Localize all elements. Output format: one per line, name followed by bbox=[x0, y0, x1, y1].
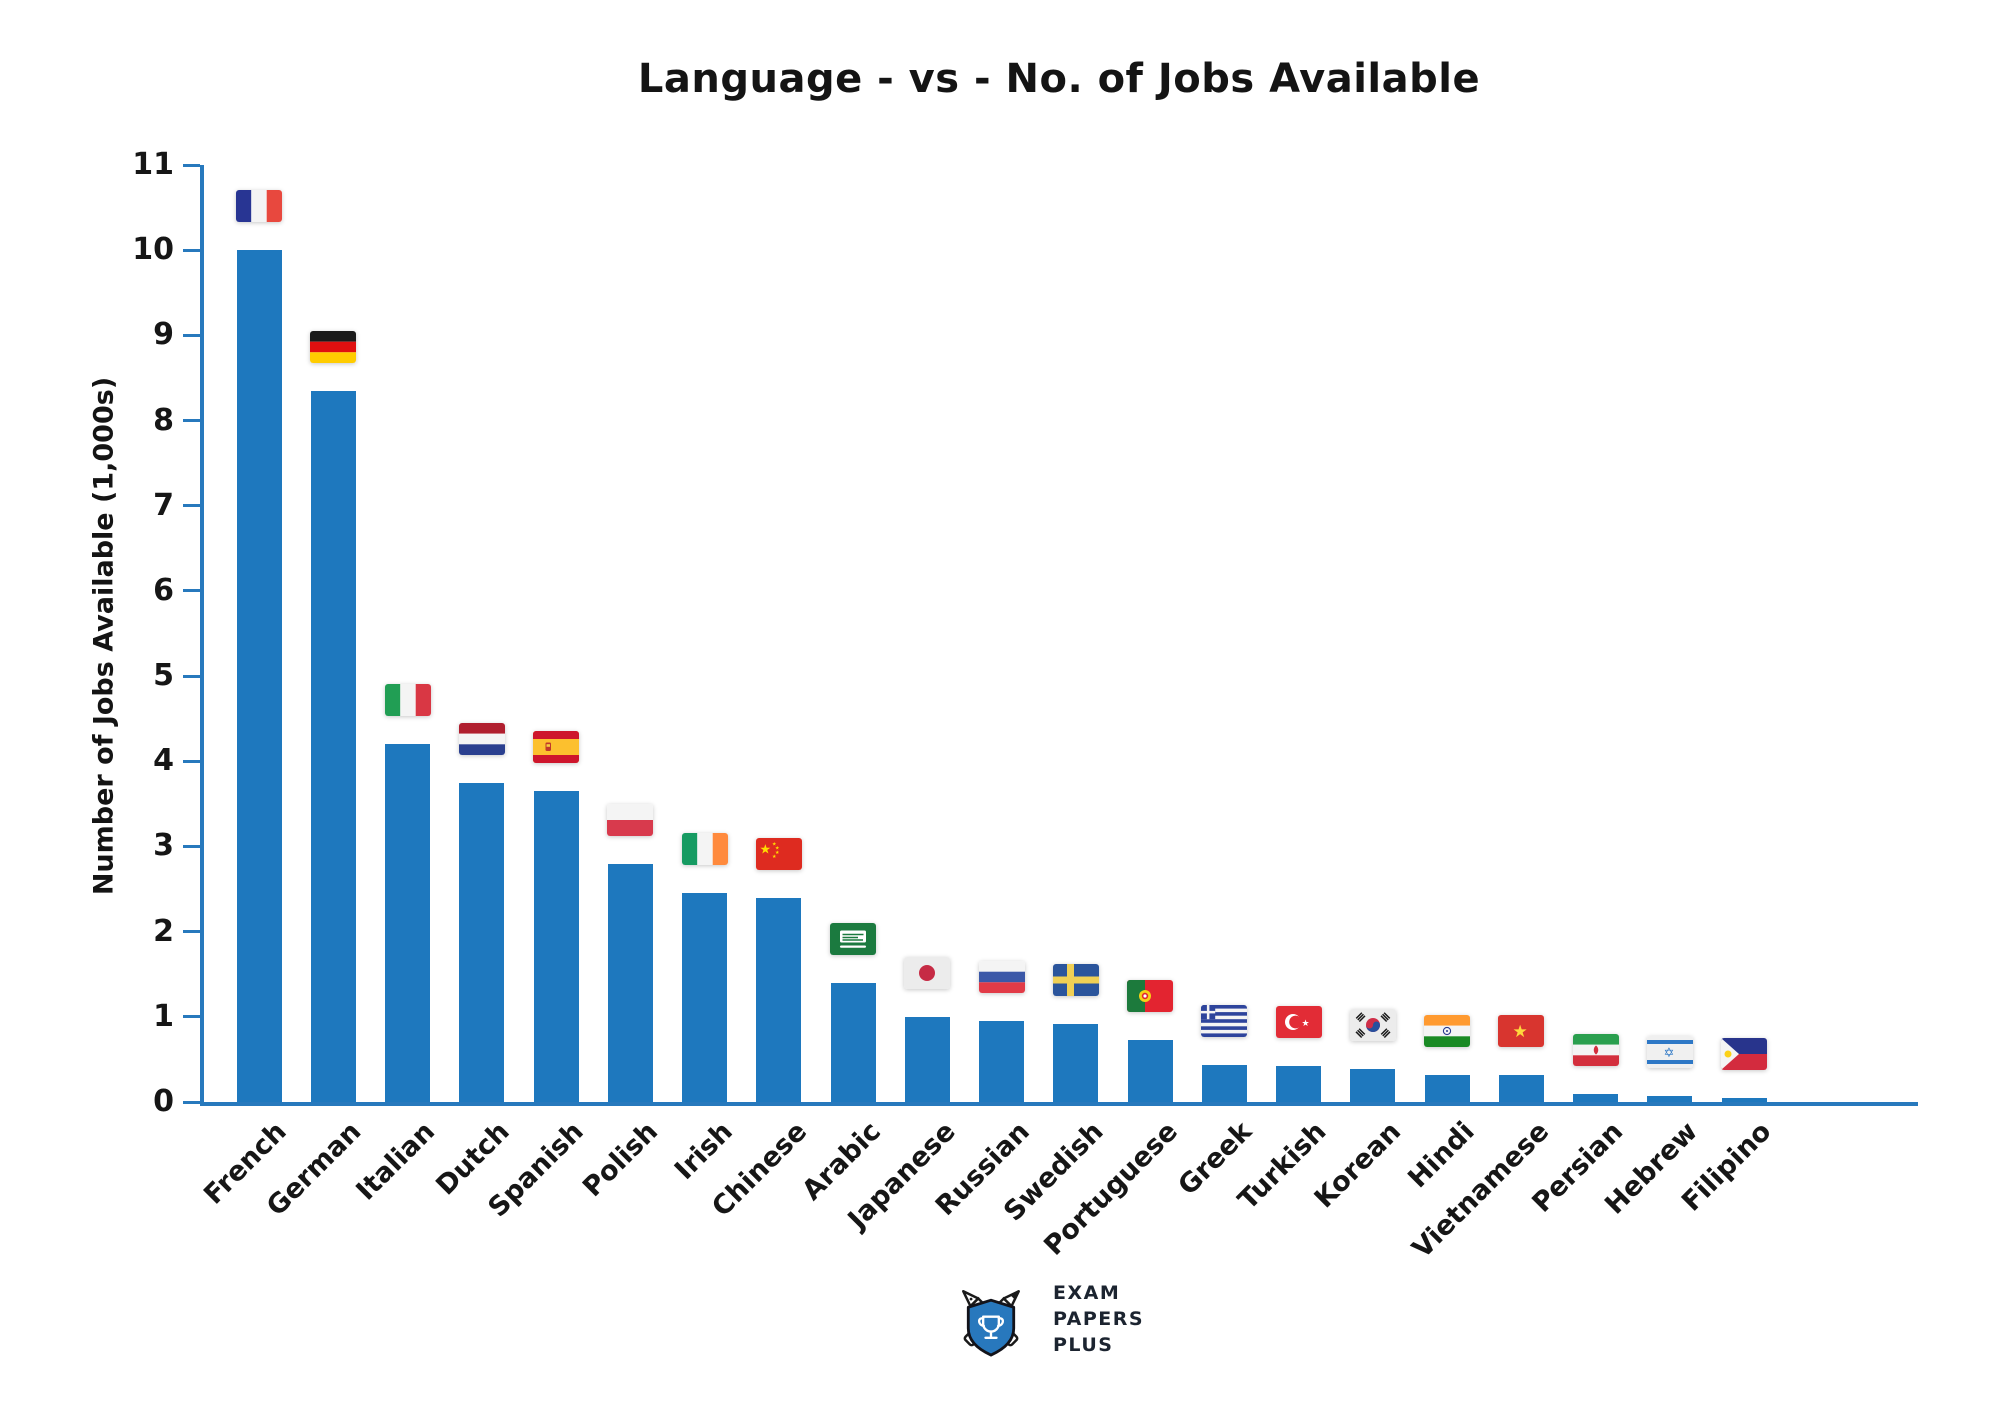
bar-italian bbox=[385, 744, 430, 1102]
y-tick-label: 10 bbox=[132, 232, 174, 268]
flag-icon-poland bbox=[607, 803, 654, 836]
logo-text-line: EXAM bbox=[1053, 1282, 1121, 1304]
x-tick-label-irish: Irish bbox=[668, 1116, 739, 1186]
y-tick-mark bbox=[183, 163, 200, 167]
flag-icon-spain bbox=[533, 731, 579, 764]
flag-icon-turkey: ★ bbox=[1275, 1006, 1322, 1039]
svg-text:★: ★ bbox=[1301, 1019, 1309, 1029]
y-tick-label: 1 bbox=[153, 998, 174, 1034]
chart-title: Language - vs - No. of Jobs Available bbox=[637, 56, 1481, 102]
svg-text:★: ★ bbox=[772, 854, 777, 860]
flag-icon-france bbox=[236, 190, 282, 223]
flag-icon-south-korea bbox=[1349, 1008, 1396, 1041]
y-tick-mark bbox=[183, 1100, 200, 1104]
flag-icon-greece bbox=[1201, 1005, 1248, 1038]
y-tick-mark bbox=[183, 1015, 200, 1019]
bar-hebrew bbox=[1647, 1096, 1693, 1102]
bar-filipino bbox=[1721, 1097, 1767, 1102]
flag-icon-italy bbox=[384, 684, 431, 717]
y-tick-label: 3 bbox=[153, 828, 174, 864]
bar-polish bbox=[607, 863, 653, 1102]
flag-icon-russia bbox=[978, 961, 1025, 994]
bar-french bbox=[236, 250, 282, 1102]
bar-swedish bbox=[1053, 1023, 1099, 1102]
svg-text:★: ★ bbox=[772, 841, 777, 847]
bar-russian bbox=[979, 1021, 1024, 1102]
bar-arabic bbox=[830, 982, 876, 1102]
bar-korean bbox=[1350, 1068, 1396, 1102]
y-tick-label: 0 bbox=[153, 1084, 174, 1119]
bar-japanese bbox=[904, 1016, 950, 1102]
bar-portuguese bbox=[1127, 1039, 1173, 1102]
y-tick-mark bbox=[183, 419, 200, 423]
flag-icon-iran bbox=[1572, 1034, 1619, 1067]
y-tick-label: 8 bbox=[153, 402, 174, 438]
flag-icon-saudi-arabia bbox=[830, 922, 876, 955]
bar-greek bbox=[1201, 1065, 1247, 1102]
logo-text-line: PLUS bbox=[1053, 1334, 1114, 1356]
bar-turkish bbox=[1276, 1066, 1321, 1102]
flag-icon-china: ★ ★ ★ ★ ★ bbox=[755, 837, 802, 870]
bar-irish bbox=[682, 893, 727, 1102]
y-tick-mark bbox=[183, 333, 200, 337]
x-tick-label-portuguese: Portuguese bbox=[1038, 1116, 1184, 1262]
y-tick-label: 6 bbox=[153, 572, 174, 608]
y-tick-label: 4 bbox=[153, 743, 174, 779]
flag-icon-sweden bbox=[1052, 963, 1099, 996]
logo-text-line: PAPERS bbox=[1053, 1308, 1145, 1330]
exam-papers-plus-logo-text: EXAM PAPERS PLUS bbox=[1053, 1280, 1144, 1358]
svg-text:★: ★ bbox=[775, 845, 780, 851]
bar-vietnamese bbox=[1498, 1074, 1544, 1102]
svg-text:✡: ✡ bbox=[1663, 1046, 1674, 1061]
y-tick-label: 9 bbox=[153, 317, 174, 353]
y-tick-mark bbox=[183, 844, 200, 848]
y-tick-mark bbox=[183, 930, 200, 934]
svg-text:★: ★ bbox=[759, 842, 771, 857]
svg-text:★: ★ bbox=[775, 850, 780, 856]
y-tick-mark bbox=[183, 759, 200, 763]
y-tick-label: 7 bbox=[153, 487, 174, 523]
flag-icon-philippines bbox=[1721, 1037, 1767, 1070]
bar-dutch bbox=[459, 782, 505, 1102]
x-tick-label-polish: Polish bbox=[577, 1116, 665, 1204]
y-tick-mark bbox=[183, 504, 200, 508]
bar-persian bbox=[1573, 1094, 1618, 1102]
y-tick-label: 2 bbox=[153, 913, 174, 949]
x-axis-line bbox=[200, 1102, 1918, 1106]
svg-text:★: ★ bbox=[1513, 1022, 1528, 1042]
flag-icon-israel: ✡ bbox=[1646, 1036, 1693, 1069]
exam-papers-plus-logo-icon bbox=[962, 1290, 1020, 1357]
flag-icon-india bbox=[1424, 1014, 1470, 1047]
bar-spanish bbox=[533, 791, 579, 1102]
flag-icon-portugal bbox=[1127, 979, 1173, 1012]
y-axis-line bbox=[200, 165, 204, 1102]
y-axis-title: Number of Jobs Available (1,000s) bbox=[88, 376, 120, 896]
x-tick-label-italian: Italian bbox=[350, 1116, 442, 1207]
bar-hindi bbox=[1424, 1074, 1470, 1102]
bar-chinese bbox=[756, 897, 802, 1102]
y-tick-label: 5 bbox=[153, 658, 174, 694]
flag-icon-ireland bbox=[681, 833, 728, 866]
y-tick-mark bbox=[183, 589, 200, 593]
bar-german bbox=[310, 390, 356, 1102]
plot-area: 0 1 2 3 4 5 6 7 8 9 10 11 French German Italian Dutch Sp… bbox=[132, 150, 1918, 1265]
flag-icon-germany bbox=[310, 330, 357, 363]
y-tick-label: 11 bbox=[132, 147, 174, 182]
flag-icon-vietnam: ★ bbox=[1498, 1014, 1545, 1047]
y-tick-mark bbox=[183, 674, 200, 678]
flag-icon-japan bbox=[904, 956, 951, 989]
y-tick-mark bbox=[183, 248, 200, 252]
flag-icon-netherlands bbox=[458, 722, 505, 755]
